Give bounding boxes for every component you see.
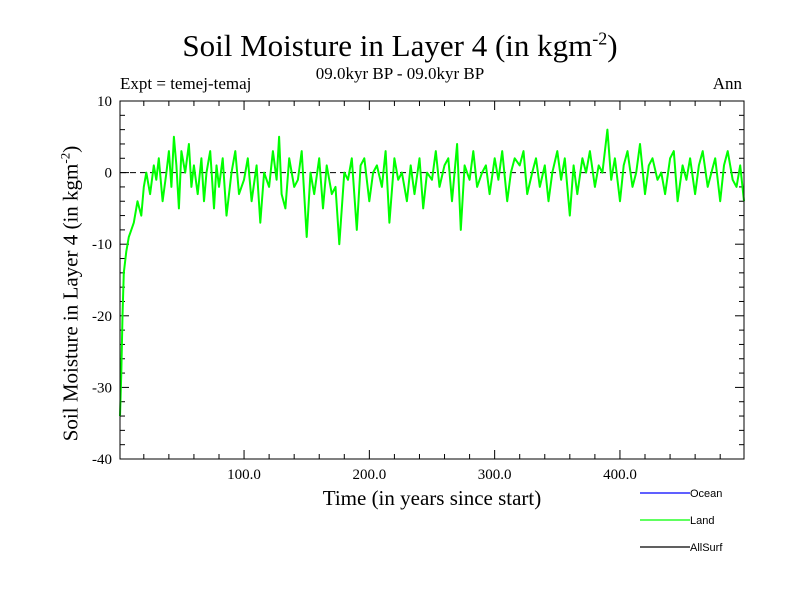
x-axis-label: Time (in years since start): [322, 486, 542, 510]
chart-title: Soil Moisture in Layer 4 (in kgm-2): [182, 28, 618, 63]
y-tick-label: -30: [92, 380, 112, 396]
legend-label-land: Land: [690, 515, 714, 527]
experiment-label: Expt = temej-temaj: [120, 74, 252, 93]
y-tick-label: -10: [92, 237, 112, 253]
legend: Ocean Land AllSurf: [640, 488, 723, 554]
legend-label-allsurf: AllSurf: [690, 542, 723, 554]
x-tick-label: 100.0: [227, 467, 261, 483]
y-tick-label: -20: [92, 309, 112, 325]
series-layer: [119, 128, 745, 417]
y-tick-label: 0: [105, 166, 113, 182]
x-tick-label: 400.0: [603, 467, 637, 483]
legend-label-ocean: Ocean: [690, 488, 722, 500]
y-tick-label: 10: [97, 94, 112, 110]
x-tick-label: 200.0: [352, 467, 386, 483]
season-label: Ann: [712, 74, 742, 93]
plot-frame: [119, 100, 745, 460]
series-line-land: [119, 128, 745, 417]
x-tick-label: 300.0: [478, 467, 512, 483]
y-tick-label: -40: [92, 452, 112, 468]
ticks-layer: -40 -30 -20 -10 0 10 100.0 200.0 300.0 400.0: [92, 94, 744, 483]
chart-subtitle: 09.0kyr BP - 09.0kyr BP: [315, 64, 485, 83]
